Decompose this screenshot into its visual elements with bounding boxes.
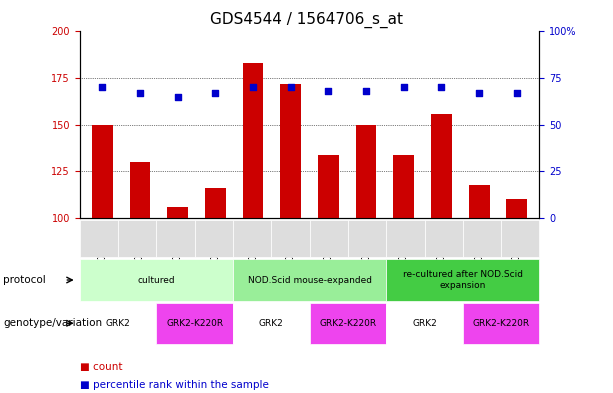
Text: genotype/variation: genotype/variation [3,318,102,328]
Text: protocol: protocol [3,275,46,285]
Text: re-cultured after NOD.Scid
expansion: re-cultured after NOD.Scid expansion [403,270,523,290]
Bar [356,125,376,218]
Point [135,90,145,96]
Point [97,84,107,90]
Bar [431,114,452,218]
Text: ■ percentile rank within the sample: ■ percentile rank within the sample [80,380,268,390]
Bar [506,199,527,218]
Bar [394,154,414,218]
Text: ■ count: ■ count [80,362,122,373]
Point [286,84,295,90]
Text: GRK2: GRK2 [412,319,437,328]
Bar [280,84,301,218]
Text: GRK2-K220R: GRK2-K220R [319,319,376,328]
Bar [92,125,113,218]
Bar [469,184,490,218]
Bar [129,162,150,218]
Text: GRK2-K220R: GRK2-K220R [166,319,223,328]
Text: GDS4544 / 1564706_s_at: GDS4544 / 1564706_s_at [210,12,403,28]
Bar [243,63,264,218]
Text: GRK2-K220R: GRK2-K220R [473,319,530,328]
Point [324,88,333,94]
Point [173,94,183,100]
Bar [167,207,188,218]
Point [248,84,258,90]
Point [361,88,371,94]
Text: GRK2: GRK2 [259,319,284,328]
Point [474,90,484,96]
Bar [205,188,226,218]
Text: NOD.Scid mouse-expanded: NOD.Scid mouse-expanded [248,275,371,285]
Text: GRK2: GRK2 [105,319,131,328]
Point [210,90,220,96]
Bar [318,154,339,218]
Point [512,90,522,96]
Text: cultured: cultured [137,275,175,285]
Point [399,84,409,90]
Point [436,84,446,90]
